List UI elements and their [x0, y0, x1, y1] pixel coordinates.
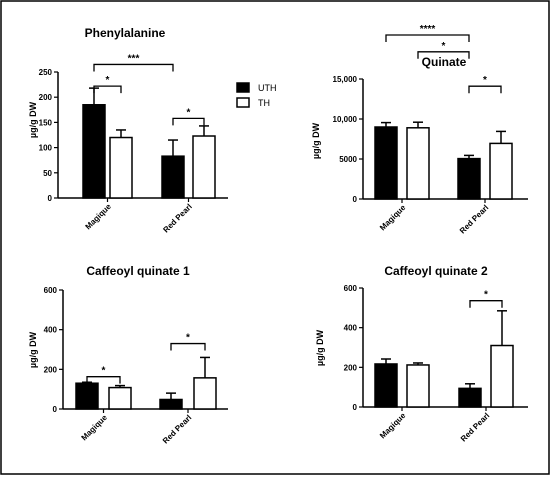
significance-bracket: [469, 300, 503, 308]
y-tick-label: 0: [53, 405, 58, 414]
legend-swatch-th: [236, 97, 250, 108]
significance-bracket: [170, 342, 206, 351]
bar: [406, 364, 430, 408]
significance-bracket: [468, 85, 502, 94]
significance-bracket: [86, 376, 121, 384]
y-tick-label: 200: [39, 93, 53, 102]
y-tick-label: 250: [39, 68, 53, 77]
y-tick-label: 0: [48, 194, 53, 203]
significance-bracket: [172, 117, 205, 126]
panel-title: Quinate: [422, 55, 467, 69]
bar: [109, 136, 133, 199]
y-tick-label: 200: [344, 363, 358, 372]
significance-bracket: [93, 85, 122, 94]
panel-quinate: Quinate µg/g DW 0500010,00015,000Magique…: [311, 24, 528, 236]
bar: [406, 127, 430, 200]
y-tick-label: 50: [43, 169, 52, 178]
significance-label: *: [484, 290, 488, 301]
legend-label-th: TH: [258, 98, 270, 108]
panel-title: Caffeoyl quinate 1: [86, 264, 190, 278]
legend-swatch-uth: [236, 82, 250, 93]
bar: [82, 104, 106, 199]
y-tick-label: 0: [353, 195, 358, 204]
y-tick-label: 600: [44, 286, 58, 295]
significance-label: *: [483, 75, 487, 86]
y-tick-label: 600: [344, 284, 358, 293]
y-tick-label: 400: [44, 326, 58, 335]
significance-label: *: [442, 41, 446, 52]
y-tick-label: 150: [39, 118, 53, 127]
significance-label: ***: [128, 53, 140, 64]
bar: [374, 363, 398, 408]
panel-phenylalanine: Phenylalanine µg/g DW 050100150200250Mag…: [28, 26, 228, 235]
bar: [159, 398, 183, 410]
bar: [374, 126, 398, 200]
significance-bracket: [93, 63, 174, 72]
y-tick-label: 10,000: [333, 115, 358, 124]
y-tick-label: 400: [344, 324, 358, 333]
significance-label: ****: [420, 24, 436, 35]
bar: [193, 377, 217, 410]
legend: UTH TH: [236, 82, 277, 108]
bar: [457, 157, 481, 200]
y-tick-label: 200: [44, 365, 58, 374]
y-axis-label: µg/g DW: [28, 101, 38, 138]
bar: [489, 142, 513, 200]
y-tick-label: 15,000: [333, 75, 358, 84]
y-tick-label: 5000: [339, 155, 357, 164]
significance-label: *: [102, 366, 106, 377]
y-tick-label: 100: [39, 144, 53, 153]
bar: [161, 155, 185, 199]
panel-title: Phenylalanine: [85, 26, 166, 40]
bar: [192, 135, 216, 199]
y-axis-label: µg/g DW: [311, 122, 321, 159]
bar: [75, 382, 99, 410]
y-tick-label: 0: [353, 403, 358, 412]
significance-bracket: [417, 51, 470, 59]
bar: [458, 387, 482, 408]
significance-label: *: [186, 333, 190, 344]
y-axis-label: µg/g DW: [315, 329, 325, 366]
legend-label-uth: UTH: [258, 83, 277, 93]
significance-bracket: [385, 34, 470, 42]
significance-label: *: [187, 107, 191, 118]
bar: [490, 344, 514, 408]
significance-label: *: [106, 75, 110, 86]
panel-title: Caffeoyl quinate 2: [384, 264, 488, 278]
y-axis-label: µg/g DW: [28, 331, 38, 368]
bar: [108, 386, 132, 410]
